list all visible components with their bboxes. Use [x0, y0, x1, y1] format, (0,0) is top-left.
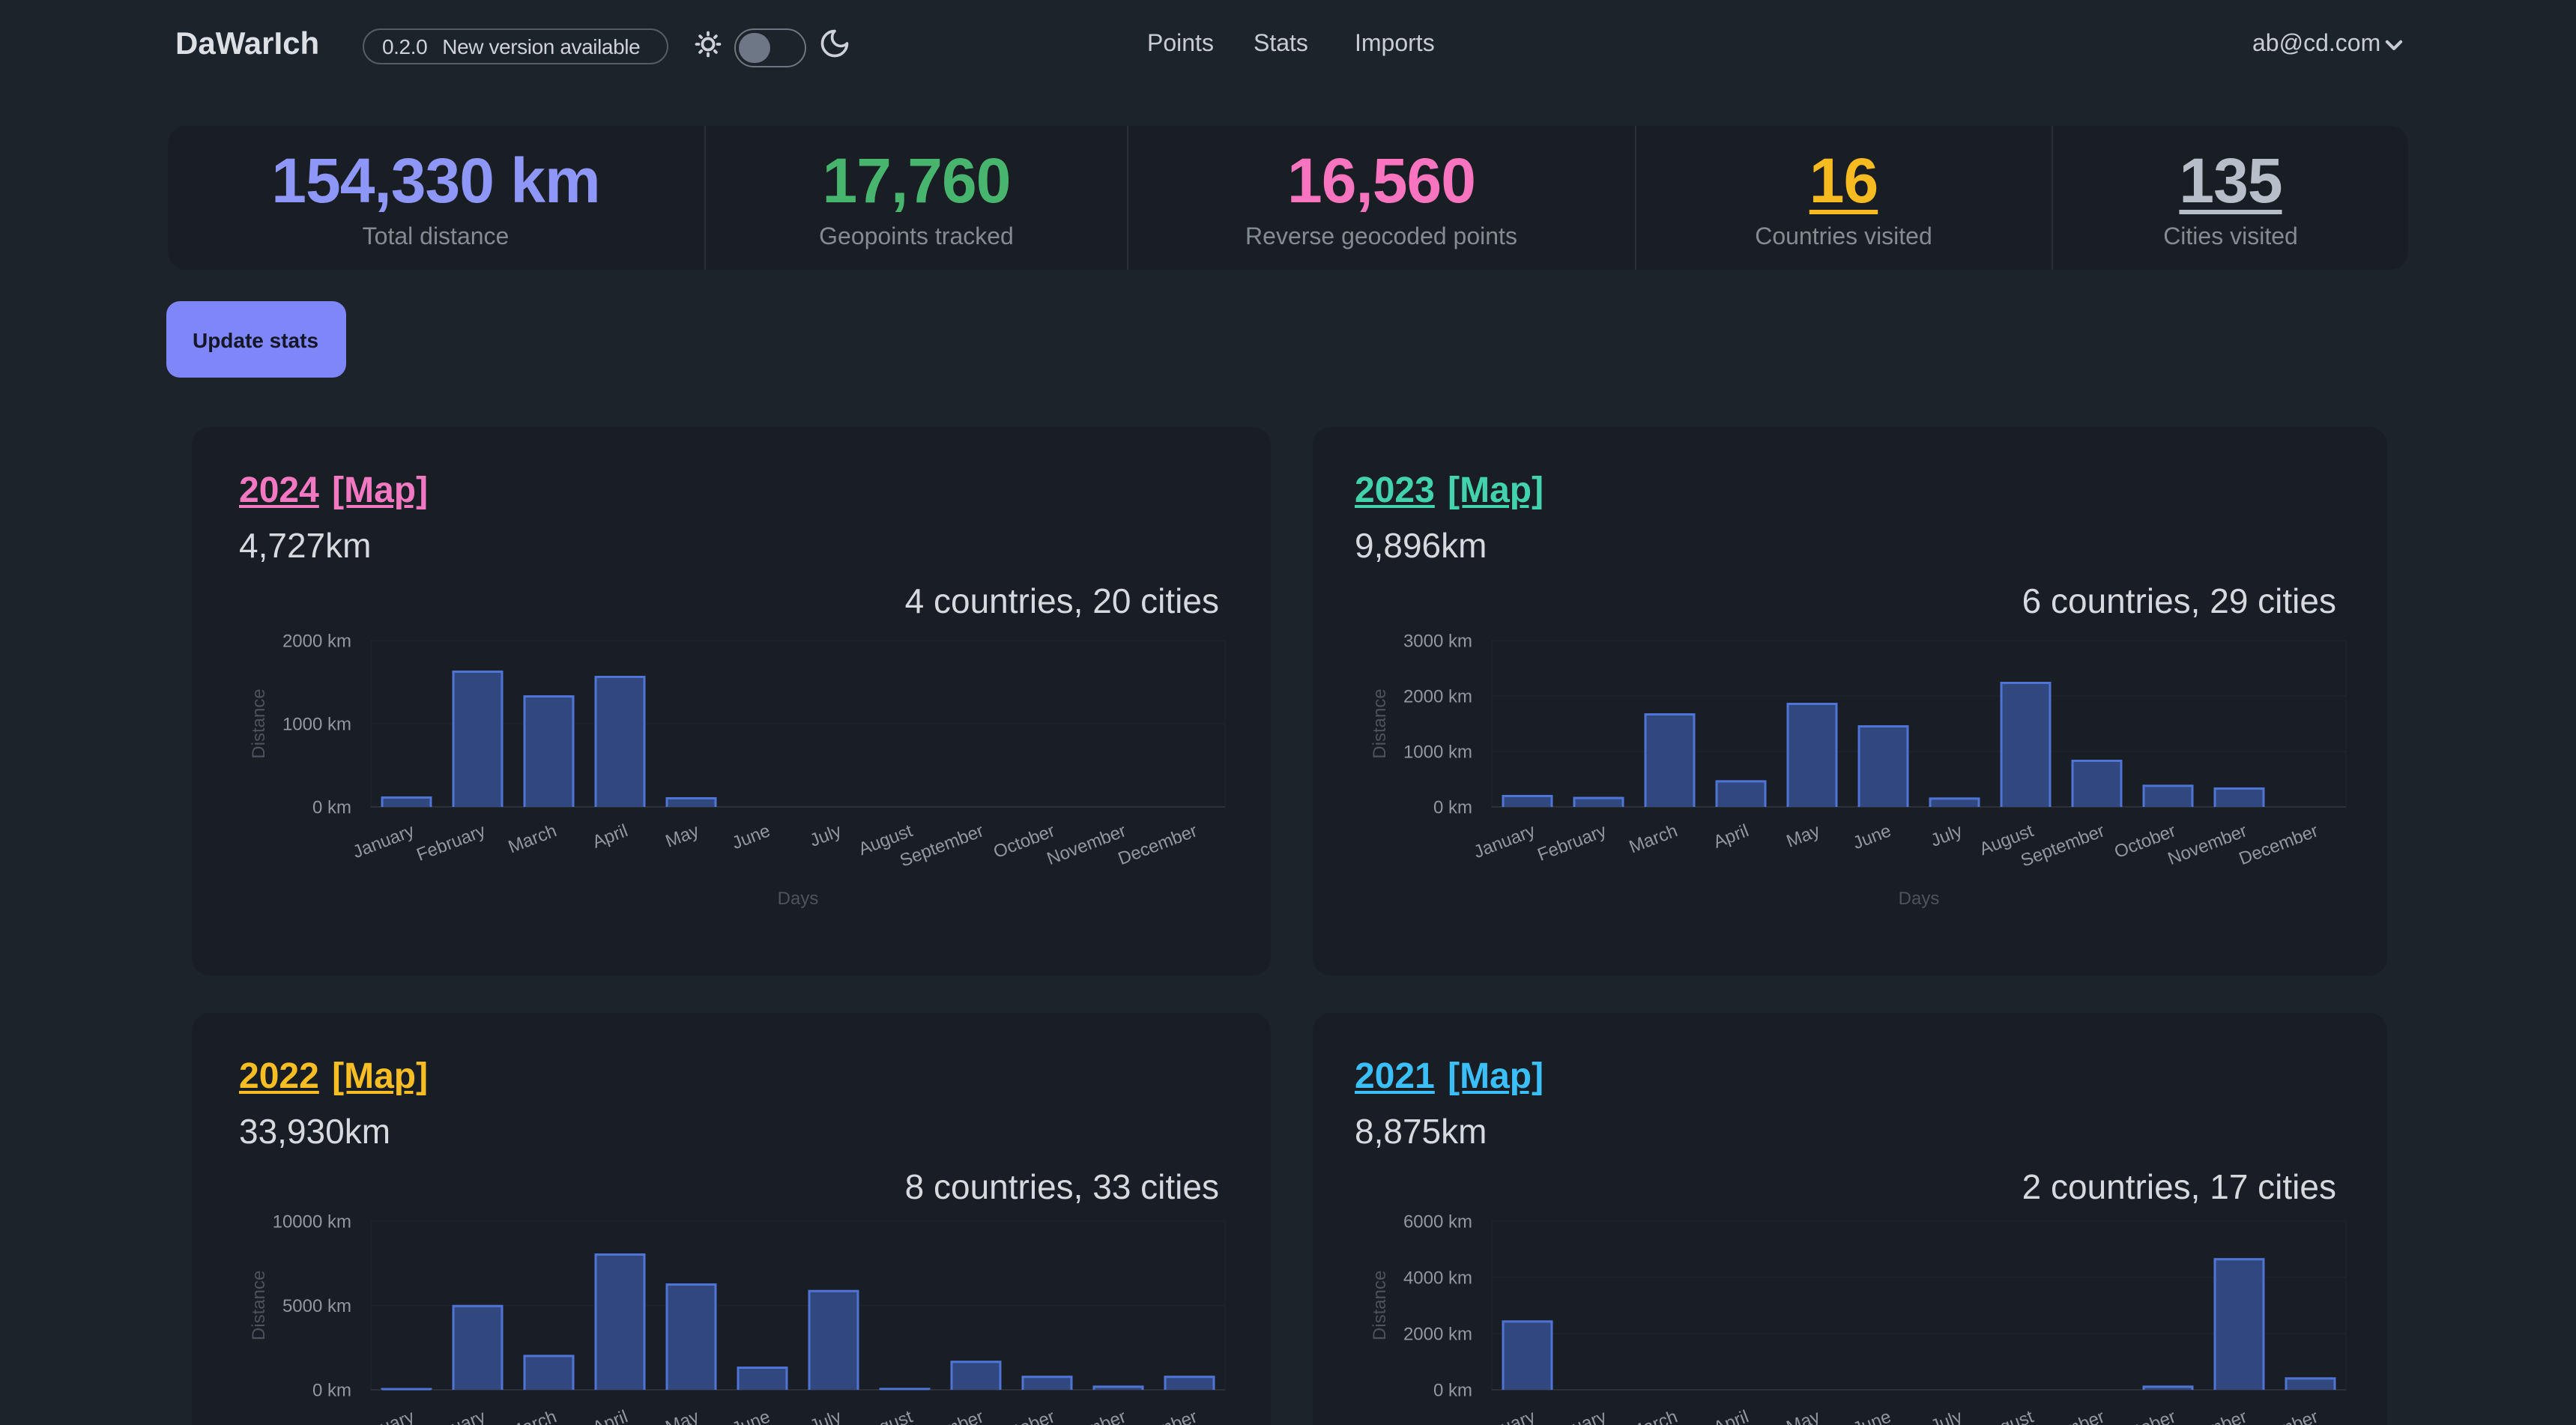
svg-text:August: August — [1977, 1406, 2037, 1425]
svg-text:5000 km: 5000 km — [282, 1296, 351, 1316]
svg-text:May: May — [1784, 820, 1823, 850]
svg-text:1000 km: 1000 km — [1403, 741, 1472, 761]
svg-text:May: May — [662, 820, 701, 850]
svg-text:November: November — [1044, 820, 1128, 868]
svg-text:May: May — [1784, 1406, 1823, 1425]
svg-text:January: January — [349, 1406, 416, 1425]
svg-text:Days: Days — [1899, 888, 1940, 908]
svg-text:April: April — [1711, 1406, 1752, 1425]
svg-text:10000 km: 10000 km — [272, 1211, 351, 1232]
svg-text:February: February — [1535, 820, 1609, 865]
svg-text:2000 km: 2000 km — [1403, 1324, 1472, 1344]
svg-text:August: August — [855, 1406, 915, 1425]
svg-text:December: December — [2237, 1406, 2321, 1425]
svg-text:2000 km: 2000 km — [282, 630, 351, 650]
svg-text:April: April — [1711, 820, 1752, 851]
svg-text:February: February — [1535, 1406, 1609, 1425]
svg-text:0 km: 0 km — [312, 796, 351, 817]
svg-text:March: March — [505, 1406, 559, 1425]
svg-text:July: July — [1928, 820, 1965, 850]
svg-text:March: March — [505, 820, 559, 856]
svg-text:0 km: 0 km — [1433, 1380, 1472, 1400]
svg-text:March: March — [1627, 820, 1681, 856]
svg-text:November: November — [2165, 1406, 2250, 1425]
svg-text:April: April — [589, 820, 630, 851]
svg-text:4000 km: 4000 km — [1403, 1268, 1472, 1288]
svg-text:July: July — [806, 820, 844, 850]
svg-text:June: June — [1850, 1406, 1893, 1425]
svg-text:Distance: Distance — [248, 688, 268, 757]
svg-text:2000 km: 2000 km — [1403, 686, 1472, 706]
svg-text:December: December — [1115, 1406, 1200, 1425]
svg-text:December: December — [2237, 820, 2321, 868]
svg-text:Distance: Distance — [248, 1271, 268, 1340]
svg-text:October: October — [990, 1406, 1056, 1425]
svg-text:June: June — [728, 820, 772, 853]
svg-text:0 km: 0 km — [1433, 796, 1472, 817]
svg-text:6000 km: 6000 km — [1403, 1211, 1472, 1232]
svg-text:February: February — [413, 1406, 487, 1425]
svg-text:June: June — [1850, 820, 1893, 853]
svg-text:May: May — [662, 1406, 701, 1425]
svg-text:January: January — [1471, 1406, 1538, 1425]
svg-text:October: October — [2111, 1406, 2178, 1425]
svg-text:June: June — [728, 1406, 772, 1425]
svg-text:February: February — [413, 820, 487, 865]
svg-text:January: January — [1471, 820, 1538, 862]
svg-text:1000 km: 1000 km — [282, 713, 351, 733]
svg-text:April: April — [589, 1406, 630, 1425]
svg-text:3000 km: 3000 km — [1403, 630, 1472, 650]
svg-text:December: December — [1115, 820, 1200, 868]
svg-text:0 km: 0 km — [312, 1380, 351, 1400]
svg-text:July: July — [806, 1406, 844, 1425]
svg-text:Days: Days — [777, 888, 818, 908]
svg-text:November: November — [1044, 1406, 1128, 1425]
svg-text:November: November — [2165, 820, 2250, 868]
svg-text:July: July — [1928, 1406, 1965, 1425]
svg-text:Distance: Distance — [1370, 688, 1390, 757]
svg-text:March: March — [1627, 1406, 1681, 1425]
svg-text:January: January — [349, 820, 416, 862]
svg-text:Distance: Distance — [1370, 1271, 1390, 1340]
